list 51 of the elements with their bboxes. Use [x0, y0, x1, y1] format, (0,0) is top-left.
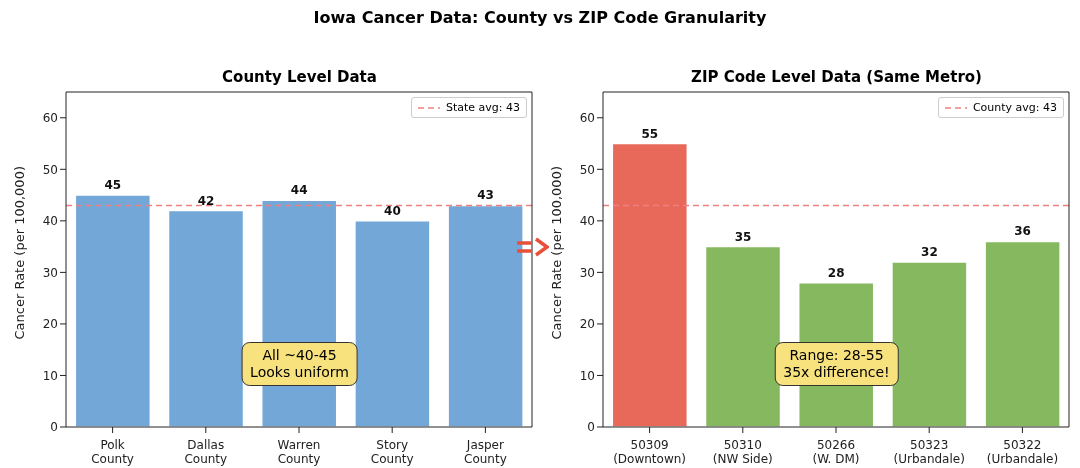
x-tick-label: Dallas County [184, 438, 228, 466]
x-tick-label: Story County [370, 438, 414, 466]
data-label: 40 [384, 203, 401, 218]
y-tick-label: 0 [587, 420, 595, 435]
x-tick-label: Warren County [277, 438, 321, 466]
bar [611, 142, 689, 427]
data-label: 35 [734, 229, 752, 244]
y-axis-title: Cancer Rate (per 100,000) [11, 166, 27, 340]
y-axis-title: Cancer Rate (per 100,000) [548, 166, 564, 340]
data-label: 45 [104, 178, 122, 193]
annotation: Range: 28-55 35x difference! [774, 342, 899, 386]
x-tick-label: Jasper County [464, 438, 507, 466]
y-tick-label: 20 [42, 317, 58, 332]
data-label: 42 [197, 193, 215, 208]
y-tick-label: 60 [579, 111, 595, 126]
bar [984, 240, 1061, 427]
y-tick-label: 10 [42, 368, 58, 383]
legend-label: County avg: 43 [972, 101, 1057, 114]
data-label: 55 [641, 126, 659, 141]
x-tick-label: 50310 (NW Side) [712, 438, 773, 466]
y-tick-label: 50 [579, 162, 595, 177]
x-tick-label: 50323 (Urbandale) [893, 438, 965, 466]
text: Iowa Cancer Data: County vs ZIP Code Granularity [312, 8, 768, 27]
annotation: All ~40-45 Looks uniform [241, 342, 358, 386]
x-tick-label: 50322 (Urbandale) [986, 438, 1059, 466]
chart-title: ZIP Code Level Data (Same Metro) [690, 68, 983, 86]
bar [447, 204, 524, 427]
data-label: 44 [290, 183, 308, 198]
bar [167, 209, 245, 427]
data-label: 43 [477, 188, 494, 203]
y-tick-label: 40 [579, 214, 595, 229]
x-tick-label: Polk County [91, 438, 134, 466]
legend-label: State avg: 43 [445, 101, 520, 114]
x-tick-label: 50266 (W. DM) [812, 438, 860, 466]
y-tick-label: 10 [579, 368, 595, 383]
y-tick-label: 50 [42, 162, 58, 177]
x-tick-label: 50309 (Downtown) [613, 438, 687, 466]
data-label: 32 [921, 245, 938, 260]
chart-title: County Level Data [221, 68, 378, 86]
data-label: 28 [827, 265, 845, 280]
bar [891, 261, 968, 427]
bar [704, 245, 782, 427]
bar [354, 220, 431, 427]
y-tick-label: 0 [50, 420, 58, 435]
y-tick-label: 60 [42, 111, 58, 126]
y-tick-label: 30 [42, 265, 58, 280]
y-tick-label: 30 [579, 265, 595, 280]
bar [74, 194, 152, 427]
y-tick-label: 40 [42, 214, 58, 229]
y-tick-label: 20 [579, 317, 595, 332]
data-label: 36 [1014, 224, 1031, 239]
